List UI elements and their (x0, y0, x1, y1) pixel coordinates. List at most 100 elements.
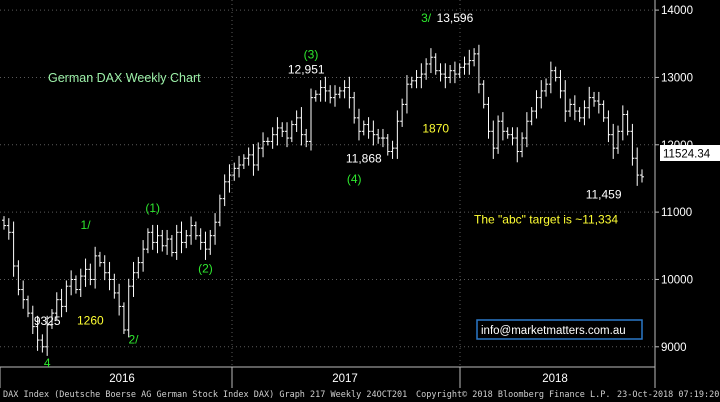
ohlc-bar (515, 127, 520, 163)
ohlc-bar (481, 80, 486, 109)
ohlc-bar (107, 261, 112, 291)
ohlc-bar (404, 75, 409, 114)
ohlc-bar (558, 70, 563, 99)
ohlc-bar (270, 127, 275, 149)
x-tick-label: 2018 (542, 373, 568, 385)
ohlc-bar (457, 63, 462, 79)
ohlc-bar (500, 112, 505, 141)
x-tick-label: 2016 (109, 373, 135, 385)
email-box: info@marketmatters.com.au (476, 319, 643, 340)
ohlc-bar (462, 56, 467, 75)
ohlc-bar (261, 132, 266, 158)
ohlc-bar (289, 120, 294, 143)
ohlc-bar (117, 283, 122, 316)
y-tick-label: 9000 (661, 342, 687, 354)
ohlc-bar (419, 63, 424, 89)
ohlc-bar (323, 76, 328, 102)
ohlc-bar (352, 91, 357, 124)
annotation-label: 9325 (34, 314, 61, 328)
annotation-label: 12,951 (288, 62, 325, 76)
chart-annotations: 9325 4 1260 1/2/ (1) (2) (3)12,951 11,868 (4) 3/1… (34, 11, 622, 370)
ohlc-bar (568, 98, 573, 117)
ohlc-bar (126, 278, 131, 338)
ohlc-bar (524, 112, 529, 148)
y-tick-label: 11000 (661, 207, 692, 219)
ohlc-bar (40, 334, 45, 353)
ohlc-bar (309, 88, 314, 151)
footer-bar: DAX Index (Deutsche Boerse AG German Sto… (0, 388, 720, 402)
ohlc-bar (534, 90, 539, 119)
ohlc-bar (544, 78, 549, 97)
ohlc-bar (222, 174, 227, 207)
ohlc-bar (265, 137, 270, 146)
annotation-label: 1870 (422, 122, 449, 136)
ohlc-bar (433, 53, 438, 75)
ohlc-bar (275, 117, 280, 146)
ohlc-bar (625, 110, 630, 136)
ohlc-bar (400, 98, 405, 127)
ohlc-bar (280, 122, 285, 138)
ohlc-bar (213, 213, 218, 245)
ohlc-bar (11, 221, 16, 277)
footer-description: DAX Index (Deutsche Boerse AG German Sto… (3, 390, 408, 400)
x-tick-label: 2017 (332, 373, 358, 385)
last-price-label: 11524.34 (663, 149, 711, 161)
ohlc-bar (16, 260, 21, 296)
ohlc-bar (227, 164, 232, 193)
ohlc-bar (606, 110, 611, 143)
y-axis: 90001000011000120001300014000 (654, 0, 693, 367)
ohlc-bar (342, 80, 347, 99)
ohlc-bar (179, 221, 184, 254)
annotation-label: (1) (145, 201, 160, 215)
ohlc-bar (160, 229, 165, 252)
ohlc-bar (496, 115, 501, 154)
annotation-label: 11,459 (586, 188, 622, 202)
ohlc-bar (241, 154, 246, 170)
ohlc-bar (476, 44, 481, 94)
ohlc-bar (256, 142, 261, 171)
ohlc-bar (25, 295, 30, 318)
ohlc-bar (88, 263, 93, 286)
ohlc-bar (467, 49, 472, 75)
ohlc-bar (428, 48, 433, 74)
ohlc-bar (505, 127, 510, 139)
ohlc-bar (553, 66, 558, 82)
y-tick-label: 14000 (661, 5, 693, 17)
ohlc-bar (184, 229, 189, 249)
ohlc-bar (356, 108, 361, 141)
ohlc-bar (189, 216, 194, 245)
ohlc-bar (237, 155, 242, 178)
ohlc-bar (165, 229, 170, 255)
ohlc-bar (174, 224, 179, 260)
ohlc-bar (73, 275, 78, 294)
annotation-label: 1/ (81, 218, 92, 232)
ohlc-bar (371, 120, 376, 146)
ohlc-bar (548, 61, 553, 94)
ohlc-bar (409, 76, 414, 89)
chart-title: German DAX Weekly Chart (48, 71, 201, 85)
ohlc-bar (529, 107, 534, 126)
ohlc-bar (448, 64, 453, 84)
ohlc-bar (35, 315, 40, 351)
ohlc-bar (193, 221, 198, 240)
ohlc-bar (59, 288, 64, 318)
ohlc-bar (337, 86, 342, 99)
annotation-label: 1260 (77, 314, 104, 328)
ohlc-bar (491, 120, 496, 159)
ohlc-bar (69, 270, 74, 296)
annotation-label: 2/ (129, 332, 140, 346)
ohlc-bar (198, 228, 203, 250)
footer-timestamp: 23-Oct-2018 07:19:20 (617, 390, 720, 400)
ohlc-bar (232, 162, 237, 181)
ohlc-bar (424, 58, 429, 80)
ohlc-bar (332, 85, 337, 107)
annotation-label: The "abc" target is ~11,334 (474, 213, 618, 227)
ohlc-bar (136, 256, 141, 279)
ohlc-bar (318, 80, 323, 102)
ohlc-bar (611, 123, 616, 159)
ohlc-bar (616, 125, 621, 154)
ohlc-bar (620, 105, 625, 141)
last-price-badge: 11524.34 (660, 145, 720, 161)
ohlc-bar (78, 268, 83, 297)
annotation-label: 13,596 (437, 11, 474, 25)
